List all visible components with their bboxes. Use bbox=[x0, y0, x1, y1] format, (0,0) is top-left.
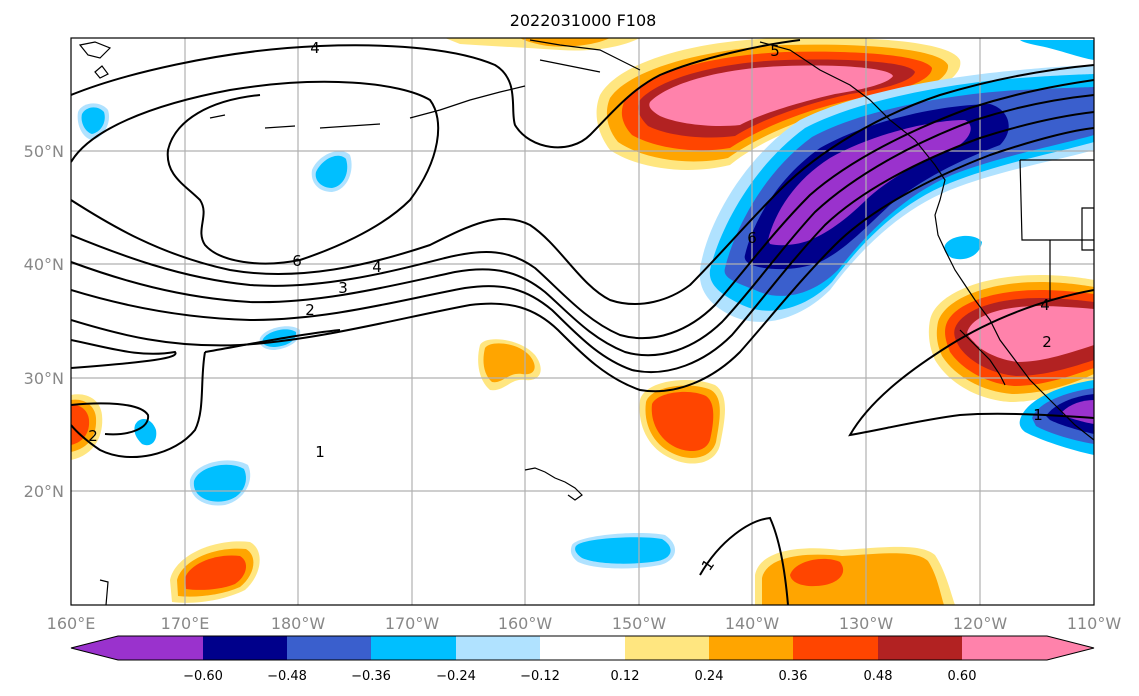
colorbar-segment bbox=[456, 636, 540, 660]
contour-line bbox=[848, 289, 1094, 437]
negative-blob-7 bbox=[944, 235, 982, 260]
contour-label: 2 bbox=[88, 427, 98, 445]
colorbar-segment bbox=[709, 636, 793, 660]
colorbar-segment bbox=[793, 636, 878, 660]
contour-label: 2 bbox=[305, 301, 315, 319]
colorbar-segment bbox=[118, 636, 203, 660]
colorbar-segment bbox=[371, 636, 456, 660]
positive-anomaly-alaska-orange bbox=[520, 38, 610, 47]
contour-label: 4 bbox=[372, 258, 382, 276]
positive-anomaly-south-west-red bbox=[185, 555, 247, 590]
positive-anomaly-south-east-orange bbox=[762, 553, 944, 605]
lon-label: 170°W bbox=[385, 614, 440, 633]
negative-blob-3-cyan bbox=[193, 464, 246, 502]
latitude-labels: 50°N 40°N 30°N 20°N bbox=[24, 142, 64, 501]
lon-label: 110°W bbox=[1067, 614, 1122, 633]
colorbar-tick: 0.24 bbox=[695, 669, 724, 684]
gridlines bbox=[71, 38, 1094, 605]
colorbar-tick: 0.36 bbox=[779, 669, 808, 684]
figure-title: 2022031000 F108 bbox=[510, 11, 657, 30]
contour-label: 4 bbox=[310, 39, 320, 57]
lat-label: 20°N bbox=[24, 482, 64, 501]
colorbar-segment bbox=[203, 636, 287, 660]
coastline-alaska bbox=[529, 39, 641, 73]
lon-label: 160°W bbox=[498, 614, 553, 633]
colorbar-segment bbox=[540, 636, 625, 660]
negative-blob-2-cyan bbox=[315, 155, 348, 188]
positive-anomaly-central-red bbox=[651, 391, 714, 452]
colorbar-segment bbox=[287, 636, 371, 660]
coastline-kamchatka bbox=[78, 41, 112, 59]
lon-label: 160°E bbox=[47, 614, 96, 633]
contour-line bbox=[71, 351, 206, 458]
lat-label: 30°N bbox=[24, 369, 64, 388]
coastline bbox=[99, 579, 109, 605]
coastline bbox=[94, 65, 109, 79]
colorbar-tick: −0.60 bbox=[183, 669, 223, 684]
contour-label: 6 bbox=[747, 229, 757, 247]
contour-line bbox=[71, 64, 1094, 306]
longitude-labels: 160°E 170°E 180°W 170°W 160°W 150°W 140°… bbox=[47, 614, 1122, 633]
negative-blob-6 bbox=[134, 418, 157, 446]
coastline-baja bbox=[959, 329, 1006, 386]
colorbar-outline bbox=[70, 635, 1095, 661]
colorbar-tick: −0.24 bbox=[436, 669, 476, 684]
lon-label: 150°W bbox=[612, 614, 667, 633]
colorbar-extend-low bbox=[71, 636, 118, 660]
contour-line bbox=[71, 79, 1094, 340]
lon-label: 120°W bbox=[953, 614, 1008, 633]
negative-blob-8 bbox=[1020, 40, 1094, 60]
contour-label: 5 bbox=[770, 42, 780, 60]
contour-line bbox=[71, 111, 1094, 374]
contour-line bbox=[699, 516, 789, 605]
contour-line bbox=[71, 80, 440, 265]
contour-lines bbox=[71, 39, 1094, 605]
lon-label: 170°E bbox=[161, 614, 210, 633]
colorbar-tick: 0.48 bbox=[864, 669, 893, 684]
contour-label: 4 bbox=[1040, 296, 1050, 314]
contour-label: 1 bbox=[315, 443, 325, 461]
positive-anomaly-ne-pacific-pink bbox=[649, 65, 893, 126]
colorbar-tick: 0.12 bbox=[611, 669, 640, 684]
lat-label: 50°N bbox=[24, 142, 64, 161]
colorbar-tick: −0.12 bbox=[520, 669, 560, 684]
colorbar-tick: 0.60 bbox=[948, 669, 977, 684]
negative-blob-1-cyan bbox=[81, 107, 105, 134]
colorbar-tick: −0.36 bbox=[351, 669, 391, 684]
colorbar-segment bbox=[625, 636, 709, 660]
us-borders bbox=[1019, 159, 1094, 300]
positive-anomaly-west-red bbox=[71, 404, 90, 445]
colorbar: −0.60 −0.48 −0.36 −0.24 −0.12 0.12 0.24 … bbox=[70, 635, 1095, 684]
colorbar-tick: −0.48 bbox=[267, 669, 307, 684]
contour-label: 3 bbox=[338, 279, 348, 297]
contour-line bbox=[71, 94, 1094, 357]
coastlines bbox=[78, 39, 1094, 605]
colorbar-extend-high bbox=[1047, 636, 1094, 660]
lon-label: 130°W bbox=[839, 614, 894, 633]
lon-label: 180°W bbox=[271, 614, 326, 633]
contour-line bbox=[71, 339, 177, 369]
coastline-north-america bbox=[759, 41, 1094, 441]
positive-anomaly-south-east-red bbox=[790, 558, 844, 587]
contour-label: 1 bbox=[1033, 406, 1043, 424]
contour-label: 2 bbox=[1042, 333, 1052, 351]
lon-label: 140°W bbox=[725, 614, 780, 633]
positive-anomaly-160w-orange bbox=[483, 343, 535, 383]
negative-blob-4-cyan bbox=[575, 537, 671, 564]
contour-label: 6 bbox=[292, 252, 302, 270]
contour-line bbox=[71, 402, 150, 436]
colorbar-segment bbox=[878, 636, 962, 660]
contour-line bbox=[204, 329, 341, 353]
lat-label: 40°N bbox=[24, 255, 64, 274]
map-layers: 4 6 4 3 2 6 5 4 2 1 2 1 1 1 bbox=[71, 38, 1094, 605]
aleutian-islands bbox=[209, 85, 526, 129]
contour-line bbox=[71, 39, 801, 149]
state-border bbox=[1081, 207, 1094, 251]
colorbar-segment bbox=[962, 636, 1047, 660]
map-frame bbox=[70, 37, 1095, 606]
contour-line bbox=[71, 127, 1094, 393]
hawaiian-islands bbox=[524, 467, 583, 501]
